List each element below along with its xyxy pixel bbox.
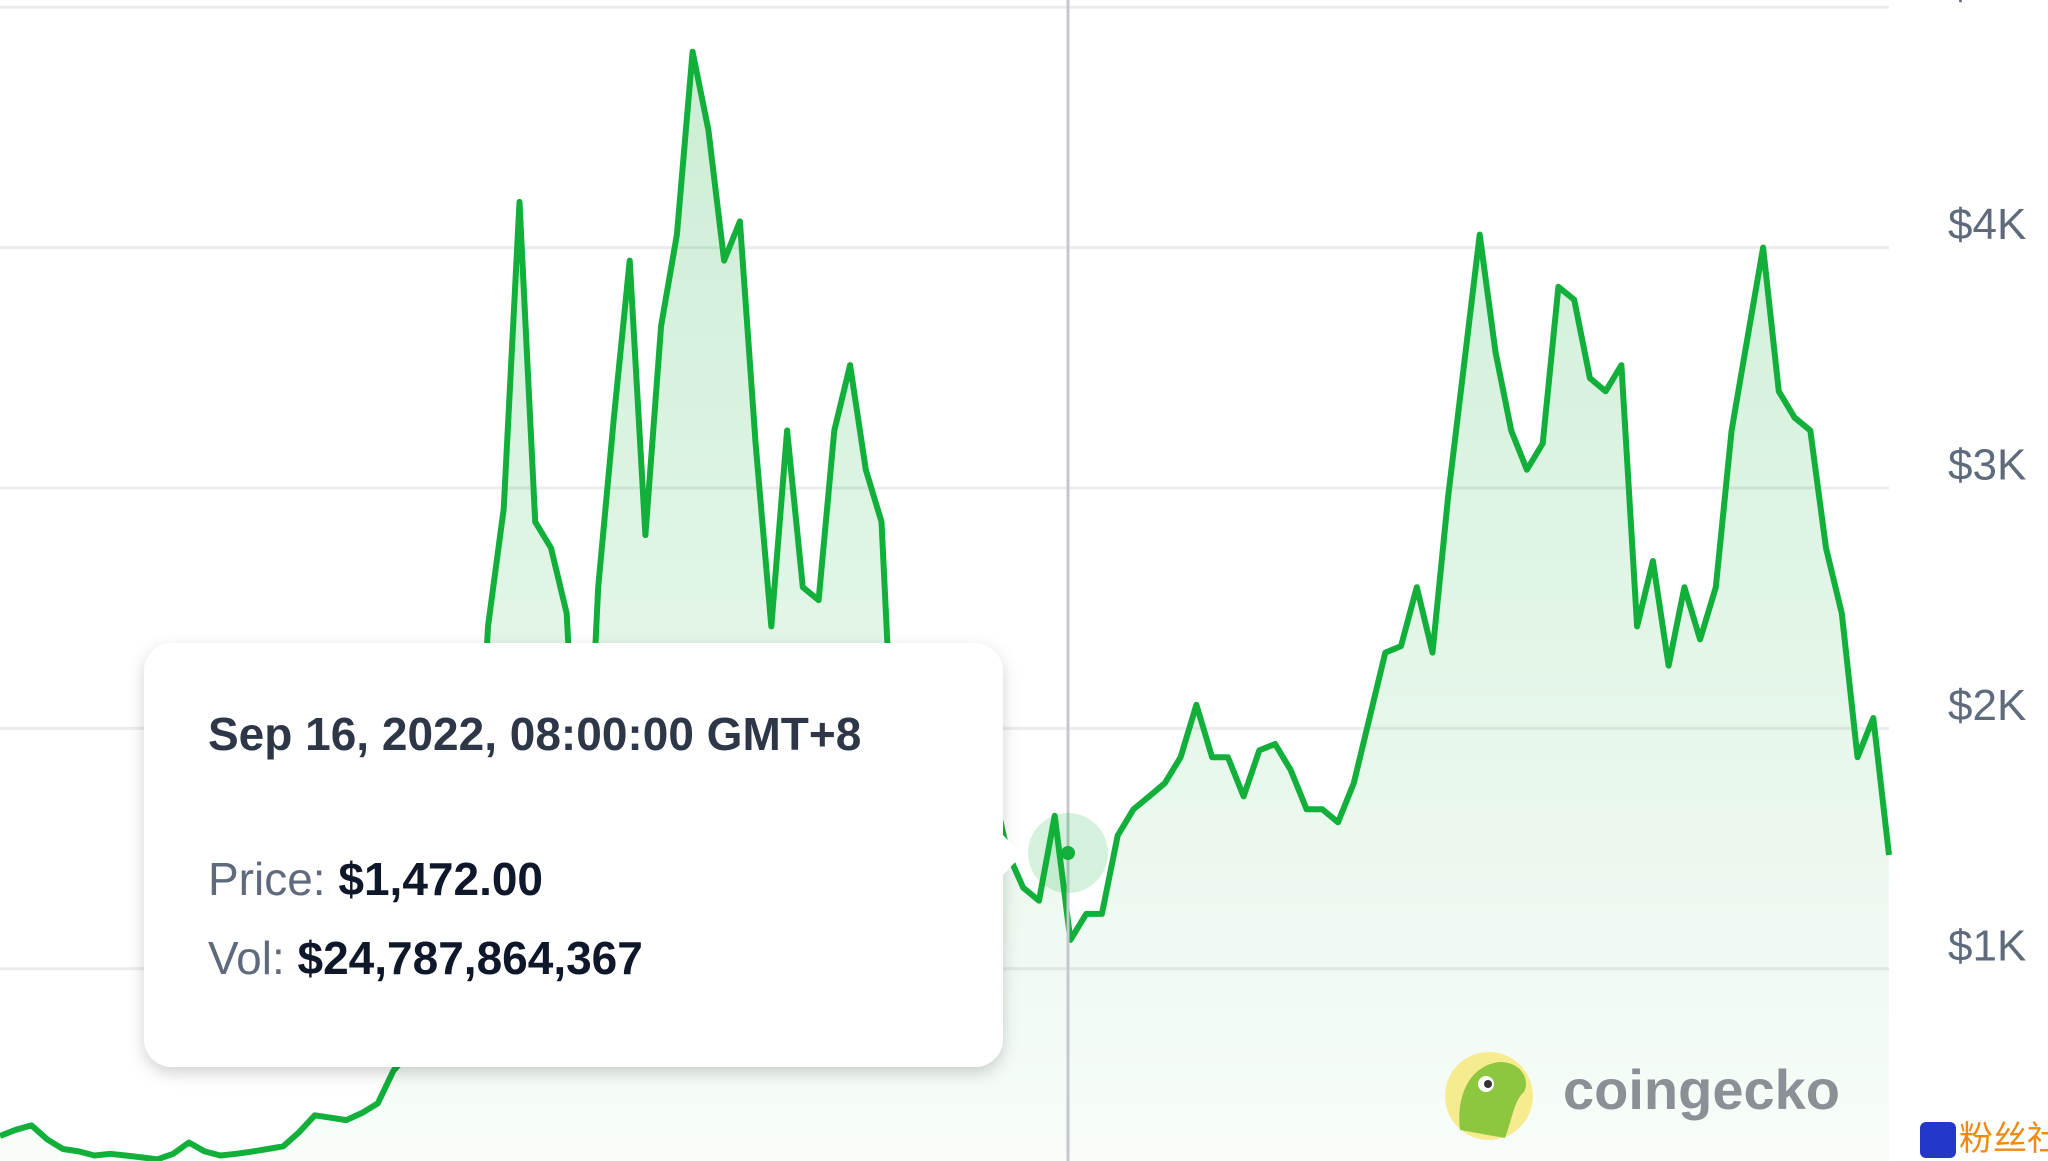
y-tick-label: $2K bbox=[1948, 681, 2026, 730]
vol-label: Vol: bbox=[208, 932, 285, 984]
tooltip: Sep 16, 2022, 08:00:00 GMT+8 Price: $1,4… bbox=[144, 643, 1022, 1067]
price-value: $1,472.00 bbox=[338, 853, 543, 905]
price-label: Price: bbox=[208, 853, 326, 905]
area bbox=[0, 51, 1889, 1161]
logo-pupil bbox=[1484, 1080, 1492, 1088]
tooltip-price: Price: $1,472.00 bbox=[208, 853, 543, 905]
watermark-text: coingecko bbox=[1563, 1058, 1840, 1121]
logo-gecko bbox=[1459, 1062, 1526, 1138]
tooltip-pointer bbox=[1003, 835, 1022, 875]
tooltip-box bbox=[144, 643, 1003, 1067]
vol-value: $24,787,864,367 bbox=[298, 932, 643, 984]
y-tick-label: $3K bbox=[1948, 441, 2026, 490]
y-tick-label: $4K bbox=[1948, 200, 2026, 249]
badge: 粉丝社区 bbox=[1920, 1120, 2048, 1158]
y-tick-label: $1K bbox=[1948, 921, 2026, 970]
hover-point bbox=[1061, 846, 1075, 860]
tooltip-vol: Vol: $24,787,864,367 bbox=[208, 932, 643, 984]
badge-icon bbox=[1920, 1122, 1956, 1158]
y-tick-label: $5K bbox=[1948, 0, 2026, 9]
badge-text: 粉丝社区 bbox=[1959, 1120, 2048, 1158]
watermark-logo: coingecko bbox=[1445, 1052, 1840, 1140]
tooltip-date: Sep 16, 2022, 08:00:00 GMT+8 bbox=[208, 708, 861, 760]
